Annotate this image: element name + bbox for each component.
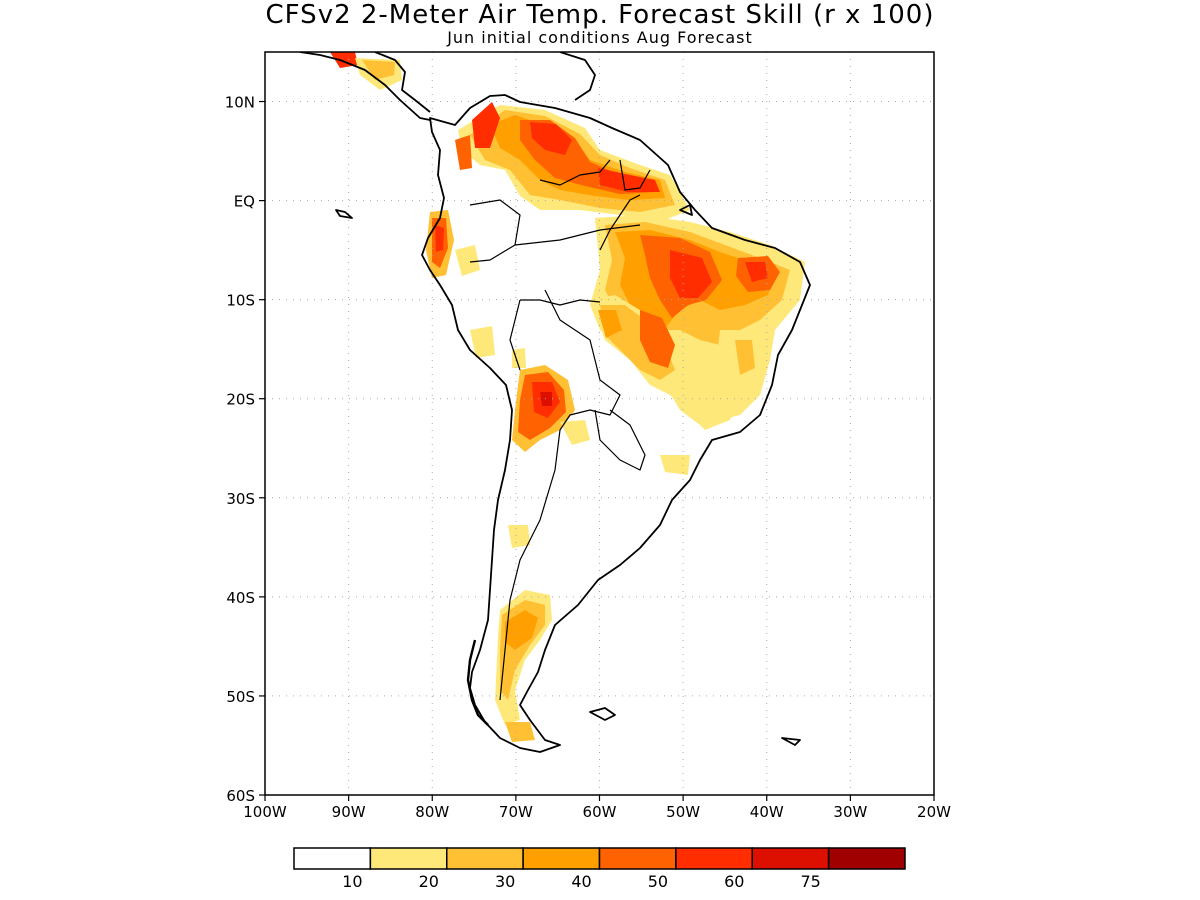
- lon-tick-label: 30W: [833, 803, 867, 821]
- lon-tick-label: 70W: [499, 803, 533, 821]
- latitude-labels: 10N EQ 10S 20S 30S 40S 50S 60S: [225, 94, 255, 805]
- colorbar-label: 75: [800, 872, 820, 891]
- central-america-north-coast: [374, 52, 431, 113]
- south-america-coastline: [421, 94, 811, 753]
- lat-tick-label: 10S: [226, 292, 255, 310]
- coastline: [299, 52, 811, 753]
- lat-tick-label: 40S: [226, 589, 255, 607]
- lon-tick-label: 20W: [917, 803, 951, 821]
- lat-tick-label: 60S: [226, 787, 255, 805]
- colorbar-label: 40: [571, 872, 591, 891]
- lon-tick-label: 80W: [415, 803, 449, 821]
- chile-archipelago: [466, 639, 489, 726]
- lat-tick-label: 50S: [226, 688, 255, 706]
- internal-borders: [469, 159, 651, 701]
- colorbar-label: 60: [724, 872, 744, 891]
- skill-region-central-brazil: [590, 295, 770, 475]
- galapagos-islands: [335, 209, 353, 219]
- colorbar-swatch: [827, 847, 906, 870]
- colorbar-label: 30: [495, 872, 515, 891]
- colorbar-swatch: [522, 847, 601, 870]
- lat-tick-label: 20S: [226, 391, 255, 409]
- longitude-labels: 100W 90W 80W 70W 60W 50W 40W 30W 20W: [243, 803, 951, 821]
- colorbar-swatch: [598, 847, 677, 870]
- colorbar-swatch: [293, 847, 372, 870]
- trinidad-amazon-delta: [679, 204, 693, 216]
- colorbar-swatch: [751, 847, 830, 870]
- lon-tick-label: 90W: [332, 803, 366, 821]
- lat-tick-label: EQ: [234, 193, 255, 211]
- skill-region-ecuador: [426, 210, 495, 358]
- lon-tick-label: 40W: [750, 803, 784, 821]
- lon-tick-label: 100W: [243, 803, 287, 821]
- colorbar-label: 20: [419, 872, 439, 891]
- lat-tick-label: 30S: [226, 490, 255, 508]
- skill-region-patagonia: [495, 525, 552, 742]
- south-georgia: [781, 737, 801, 746]
- skill-region-bolivia-paraguay: [512, 348, 590, 452]
- colorbar-label: 50: [648, 872, 668, 891]
- skill-region-central-america: [330, 52, 402, 90]
- falkland-islands: [589, 707, 616, 721]
- cuba-coast: [559, 52, 596, 101]
- colorbar-swatch: [369, 847, 448, 870]
- central-america-coastline: [299, 52, 431, 121]
- skill-shading: [330, 52, 805, 742]
- lon-tick-label: 60W: [583, 803, 617, 821]
- colorbar-swatch: [446, 847, 524, 870]
- map-title: CFSv2 2-Meter Air Temp. Forecast Skill (…: [265, 0, 935, 30]
- lat-lon-grid: [265, 52, 934, 795]
- axis-ticks: [259, 100, 935, 801]
- lat-tick-label: 10N: [225, 94, 255, 112]
- skill-region-venezuela: [455, 102, 690, 222]
- colorbar-label: 10: [342, 872, 362, 891]
- lon-tick-label: 50W: [666, 803, 700, 821]
- map-subtitle: Jun initial conditions Aug Forecast: [447, 28, 753, 47]
- colorbar-swatch: [675, 847, 753, 870]
- colorbar: 10 20 30 40 50 60 75: [293, 847, 906, 891]
